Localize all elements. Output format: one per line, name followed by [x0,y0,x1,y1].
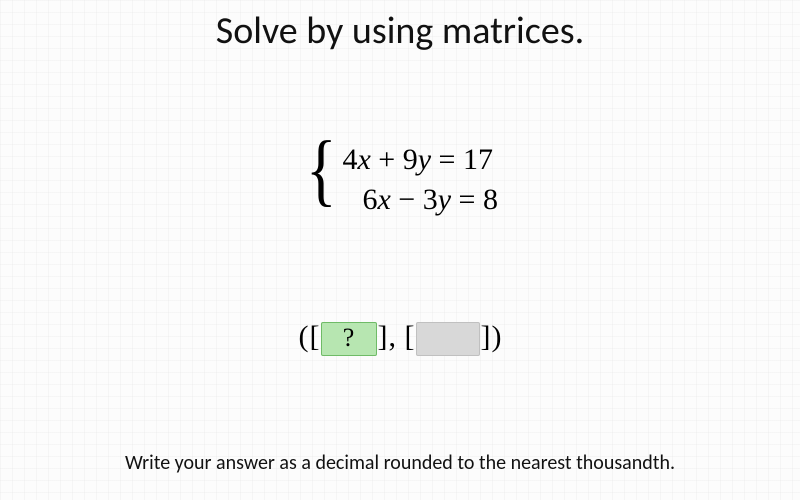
eq1-op: + [378,143,395,176]
eq2-var-y: y [438,183,451,216]
left-brace: { [306,135,337,205]
equation-system: { 4x + 9y = 17 6x − 3y = 8 [0,140,800,220]
eq1-rhs: 17 [463,143,493,176]
answer-template: ([?], []) [0,320,800,356]
eq1-coef-x: 4 [342,143,357,176]
eq1-var-y: y [418,143,431,176]
equations-container: 4x + 9y = 17 6x − 3y = 8 [342,140,498,220]
eq1-var-x: x [357,143,370,176]
equation-2: 6x − 3y = 8 [342,180,498,220]
open-bracket-2: [ [404,320,416,353]
answer-comma: , [389,320,397,353]
eq2-op: − [398,183,415,216]
eq2-coef-y: 3 [423,183,438,216]
eq2-rhs: 8 [483,183,498,216]
eq2-coef-x: 6 [362,183,377,216]
open-paren: ( [299,320,309,353]
answer-input-y[interactable] [416,322,480,356]
math-problem-page: Solve by using matrices. { 4x + 9y = 17 … [0,0,800,500]
eq1-coef-y: 9 [403,143,418,176]
close-bracket-2: ] [480,320,492,353]
page-title: Solve by using matrices. [0,8,800,54]
eq1-equals: = [439,143,456,176]
instruction-footer: Write your answer as a decimal rounded t… [0,451,800,475]
close-paren: ) [492,320,502,353]
eq2-equals: = [459,183,476,216]
eq2-var-x: x [377,183,390,216]
equation-1: 4x + 9y = 17 [342,140,498,180]
open-bracket-1: [ [309,320,321,353]
close-bracket-1: ] [377,320,389,353]
answer-input-x[interactable]: ? [321,322,377,356]
